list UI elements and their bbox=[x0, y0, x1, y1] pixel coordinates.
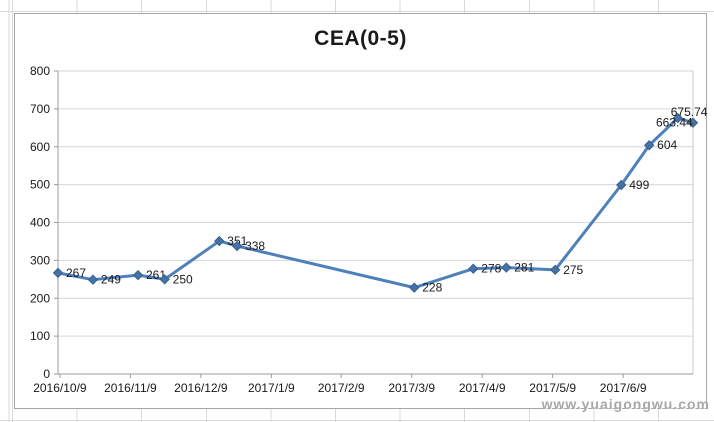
data-point-marker[interactable] bbox=[672, 112, 683, 124]
y-axis-tick-label[interactable]: 100 bbox=[30, 329, 50, 343]
x-axis-tick-label[interactable]: 2017/4/9 bbox=[459, 381, 506, 395]
data-point-label[interactable]: 675.74 bbox=[671, 105, 708, 119]
y-axis-tick-label[interactable]: 800 bbox=[30, 64, 50, 78]
y-axis-tick-label[interactable]: 700 bbox=[30, 102, 50, 116]
x-axis-tick-label[interactable]: 2016/10/9 bbox=[33, 381, 87, 395]
data-point-label[interactable]: 351 bbox=[227, 234, 247, 248]
y-axis-tick-label[interactable]: 500 bbox=[30, 178, 50, 192]
chart-object[interactable]: CEA(0-5) 0 100 200 300 400 500 600 700 800 2016/1… bbox=[14, 13, 708, 410]
data-point-label[interactable]: 499 bbox=[629, 178, 649, 192]
x-axis-tick-label[interactable]: 2017/3/9 bbox=[388, 381, 435, 395]
data-point-label[interactable]: 604 bbox=[657, 138, 677, 152]
x-axis-tick-label[interactable]: 2017/5/9 bbox=[529, 381, 576, 395]
x-axis-tick-label[interactable]: 2016/11/9 bbox=[104, 381, 157, 395]
plot-area[interactable]: 0 100 200 300 400 500 600 700 800 2016/10/9 2016/1… bbox=[15, 14, 708, 410]
x-axis-tick-label[interactable]: 2017/6/9 bbox=[600, 381, 647, 395]
data-point-label[interactable]: 249 bbox=[101, 273, 121, 287]
y-axis-tick-label[interactable]: 0 bbox=[43, 367, 50, 381]
data-point-marker[interactable] bbox=[687, 117, 699, 128]
data-point-marker[interactable] bbox=[87, 274, 99, 285]
data-point-label[interactable]: 250 bbox=[173, 272, 193, 286]
y-axis-tick-label[interactable]: 400 bbox=[30, 216, 50, 230]
data-point-label[interactable]: 281 bbox=[514, 261, 534, 275]
data-point-label[interactable]: 278 bbox=[481, 262, 501, 276]
series-line[interactable] bbox=[56, 116, 695, 290]
chart-title[interactable]: CEA(0-5) bbox=[314, 27, 407, 50]
data-point-marker[interactable] bbox=[52, 267, 64, 279]
data-point-marker[interactable] bbox=[214, 235, 225, 247]
y-axis-tick-label[interactable]: 300 bbox=[30, 253, 50, 267]
data-point-label[interactable]: 228 bbox=[422, 281, 442, 295]
x-axis-tick-label[interactable]: 2016/12/9 bbox=[174, 381, 228, 395]
data-point-label[interactable]: 267 bbox=[66, 266, 86, 280]
data-point-label[interactable]: 338 bbox=[245, 239, 265, 253]
data-point-marker[interactable] bbox=[231, 240, 243, 252]
watermark-text: www.yuaigongwu.com bbox=[541, 396, 710, 412]
data-point-marker[interactable] bbox=[616, 179, 627, 191]
y-axis-tick-label[interactable]: 600 bbox=[30, 140, 50, 154]
data-point-marker[interactable] bbox=[549, 264, 561, 276]
data-point-marker[interactable] bbox=[159, 274, 170, 285]
y-axis-tick-label[interactable]: 200 bbox=[30, 291, 50, 305]
data-point-marker[interactable] bbox=[409, 282, 420, 293]
data-point-label[interactable]: 663.44 bbox=[656, 116, 693, 130]
x-axis-tick-label[interactable]: 2017/1/9 bbox=[248, 381, 295, 395]
data-point-marker[interactable] bbox=[132, 269, 144, 281]
data-point-marker[interactable] bbox=[468, 263, 479, 274]
data-point-marker[interactable] bbox=[643, 140, 655, 151]
data-point-label[interactable]: 275 bbox=[563, 263, 583, 277]
data-point-marker[interactable] bbox=[501, 262, 512, 273]
x-axis-tick-label[interactable]: 2017/2/9 bbox=[318, 381, 365, 395]
